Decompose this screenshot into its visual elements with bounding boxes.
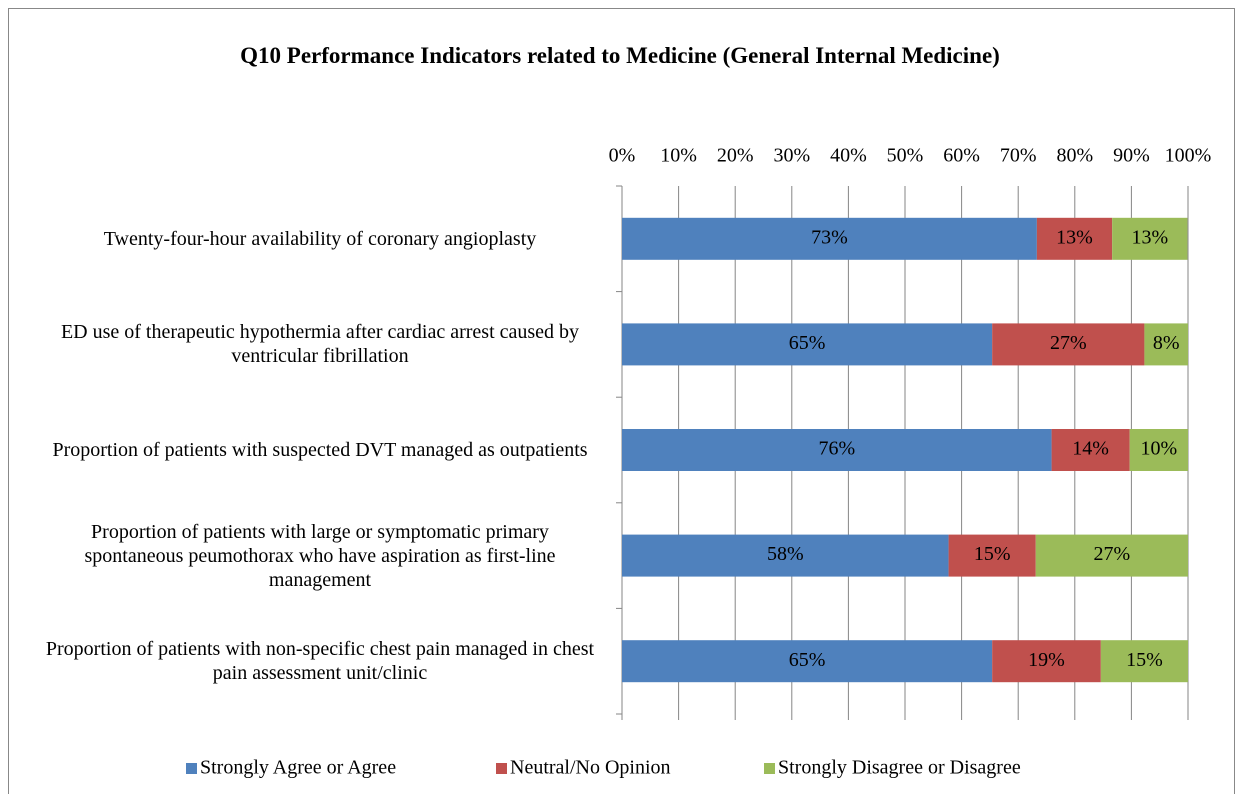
- bar-segment: [992, 323, 1145, 366]
- y-tick-label: ED use of therapeutic hypothermia after …: [60, 321, 580, 368]
- data-label: 65%: [789, 332, 826, 354]
- legend-swatch: [186, 763, 197, 774]
- bar-segment: [622, 640, 993, 683]
- chart-title: Q10 Performance Indicators related to Me…: [240, 43, 1000, 68]
- legend-label: Neutral/No Opinion: [510, 757, 671, 779]
- data-label: 76%: [818, 438, 855, 460]
- chart-frame: [8, 8, 1235, 794]
- bar-segment: [622, 429, 1052, 471]
- x-tick-label: 20%: [717, 145, 754, 167]
- y-tick-label: Proportion of patients with non-specific…: [45, 638, 595, 685]
- data-label: 15%: [974, 543, 1011, 565]
- data-label: 13%: [1056, 226, 1093, 248]
- x-tick-label: 0%: [609, 145, 636, 167]
- data-label: 58%: [767, 543, 804, 565]
- bar-segment: [1129, 429, 1188, 471]
- x-tick-label: 60%: [943, 145, 980, 167]
- bar-segment: [622, 217, 1037, 260]
- x-tick-label: 100%: [1165, 145, 1212, 167]
- data-label: 13%: [1131, 226, 1168, 248]
- legend-label: Strongly Disagree or Disagree: [778, 757, 1021, 779]
- bar-segment: [622, 534, 949, 577]
- bar-segment: [1144, 323, 1188, 366]
- bar-segment: [1100, 640, 1188, 683]
- bar-segment: [948, 534, 1036, 577]
- bar-segment: [1051, 429, 1130, 471]
- y-tick-label: Proportion of patients with suspected DV…: [52, 439, 588, 461]
- x-tick-label: 80%: [1056, 145, 1093, 167]
- data-label: 19%: [1028, 649, 1065, 671]
- data-label: 8%: [1153, 332, 1180, 354]
- x-tick-label: 50%: [887, 145, 924, 167]
- data-label: 65%: [789, 649, 826, 671]
- x-tick-label: 70%: [1000, 145, 1037, 167]
- legend-label: Strongly Agree or Agree: [200, 757, 396, 779]
- bar-segment: [622, 323, 993, 366]
- x-tick-label: 10%: [660, 145, 697, 167]
- bar-segment: [1112, 217, 1188, 260]
- data-label: 27%: [1094, 543, 1131, 565]
- data-label: 10%: [1141, 438, 1178, 460]
- legend-swatch: [496, 763, 507, 774]
- data-label: 15%: [1126, 649, 1163, 671]
- data-label: 73%: [811, 226, 848, 248]
- data-label: 27%: [1050, 332, 1087, 354]
- bar-segment: [1036, 217, 1113, 260]
- y-tick-label: Proportion of patients with large or sym…: [84, 520, 556, 591]
- x-tick-label: 90%: [1113, 145, 1150, 167]
- x-tick-label: 30%: [773, 145, 810, 167]
- x-tick-label: 40%: [830, 145, 867, 167]
- legend-swatch: [764, 763, 775, 774]
- data-label: 14%: [1072, 438, 1109, 460]
- bar-segment: [992, 640, 1101, 683]
- bar-segment: [1035, 534, 1188, 577]
- y-tick-label: Twenty-four-hour availability of coronar…: [103, 227, 537, 250]
